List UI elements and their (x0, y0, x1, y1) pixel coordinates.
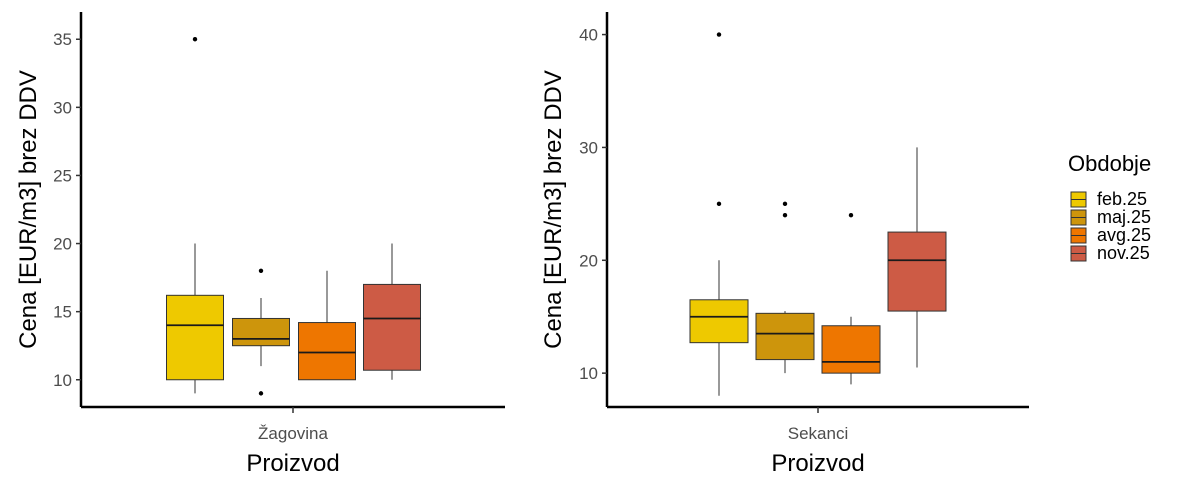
box-iqr (232, 317, 290, 347)
y-axis-title: Cena [EUR/m3] brez DDV (540, 70, 567, 349)
legend-label: avg.25 (1097, 225, 1151, 245)
box-nov.25 (363, 243, 421, 380)
legend-label: maj.25 (1097, 207, 1151, 227)
outlier-point (782, 201, 788, 207)
box-iqr (298, 322, 356, 381)
legend-label: feb.25 (1097, 189, 1147, 209)
legend-title: Obdobje (1068, 151, 1151, 176)
y-axis-title: Cena [EUR/m3] brez DDV (15, 70, 42, 349)
x-category-label: Žagovina (258, 424, 328, 443)
y-tick-label: 20 (53, 235, 72, 254)
box-iqr (689, 299, 749, 344)
box-iqr (887, 231, 947, 312)
y-tick-label: 35 (53, 30, 72, 49)
outlier-point (716, 32, 722, 37)
y-tick-label: 10 (53, 371, 72, 390)
panel-sekanci: 10 20 30 40 Sekanci Proizvod Cena [EUR/m3] bre… (540, 12, 1029, 477)
x-axis-title: Proizvod (246, 450, 339, 477)
y-tick-label: 15 (53, 303, 72, 322)
y-tick-label: 25 (53, 166, 72, 185)
box-iqr (755, 312, 815, 361)
box-iqr (821, 325, 881, 374)
outlier-point (716, 201, 722, 207)
legend-label: nov.25 (1097, 243, 1150, 263)
y-tick-label: 30 (579, 138, 598, 157)
outlier-point (848, 212, 854, 218)
outlier-point (192, 37, 198, 42)
y-tick-label: 10 (579, 364, 598, 383)
box-feb.25 (689, 32, 749, 396)
box-maj.25 (232, 268, 290, 396)
y-tick-label: 40 (579, 26, 598, 45)
box-avg.25 (298, 270, 356, 381)
box-nov.25 (887, 147, 947, 368)
x-axis-title: Proizvod (771, 450, 864, 477)
box-avg.25 (821, 212, 881, 385)
x-category-label: Sekanci (788, 424, 848, 443)
panel-zagovina: 10 15 20 25 30 35 Žagovina Proizvod Cena [EUR/m3… (15, 12, 505, 477)
box-feb.25 (166, 37, 224, 394)
y-tick-label: 20 (579, 251, 598, 270)
y-tick-label: 30 (53, 98, 72, 117)
outlier-point (782, 212, 788, 218)
box-maj.25 (755, 201, 815, 374)
box-iqr (166, 294, 224, 381)
box-iqr (363, 283, 421, 371)
outlier-point (258, 268, 264, 273)
outlier-point (258, 391, 264, 396)
